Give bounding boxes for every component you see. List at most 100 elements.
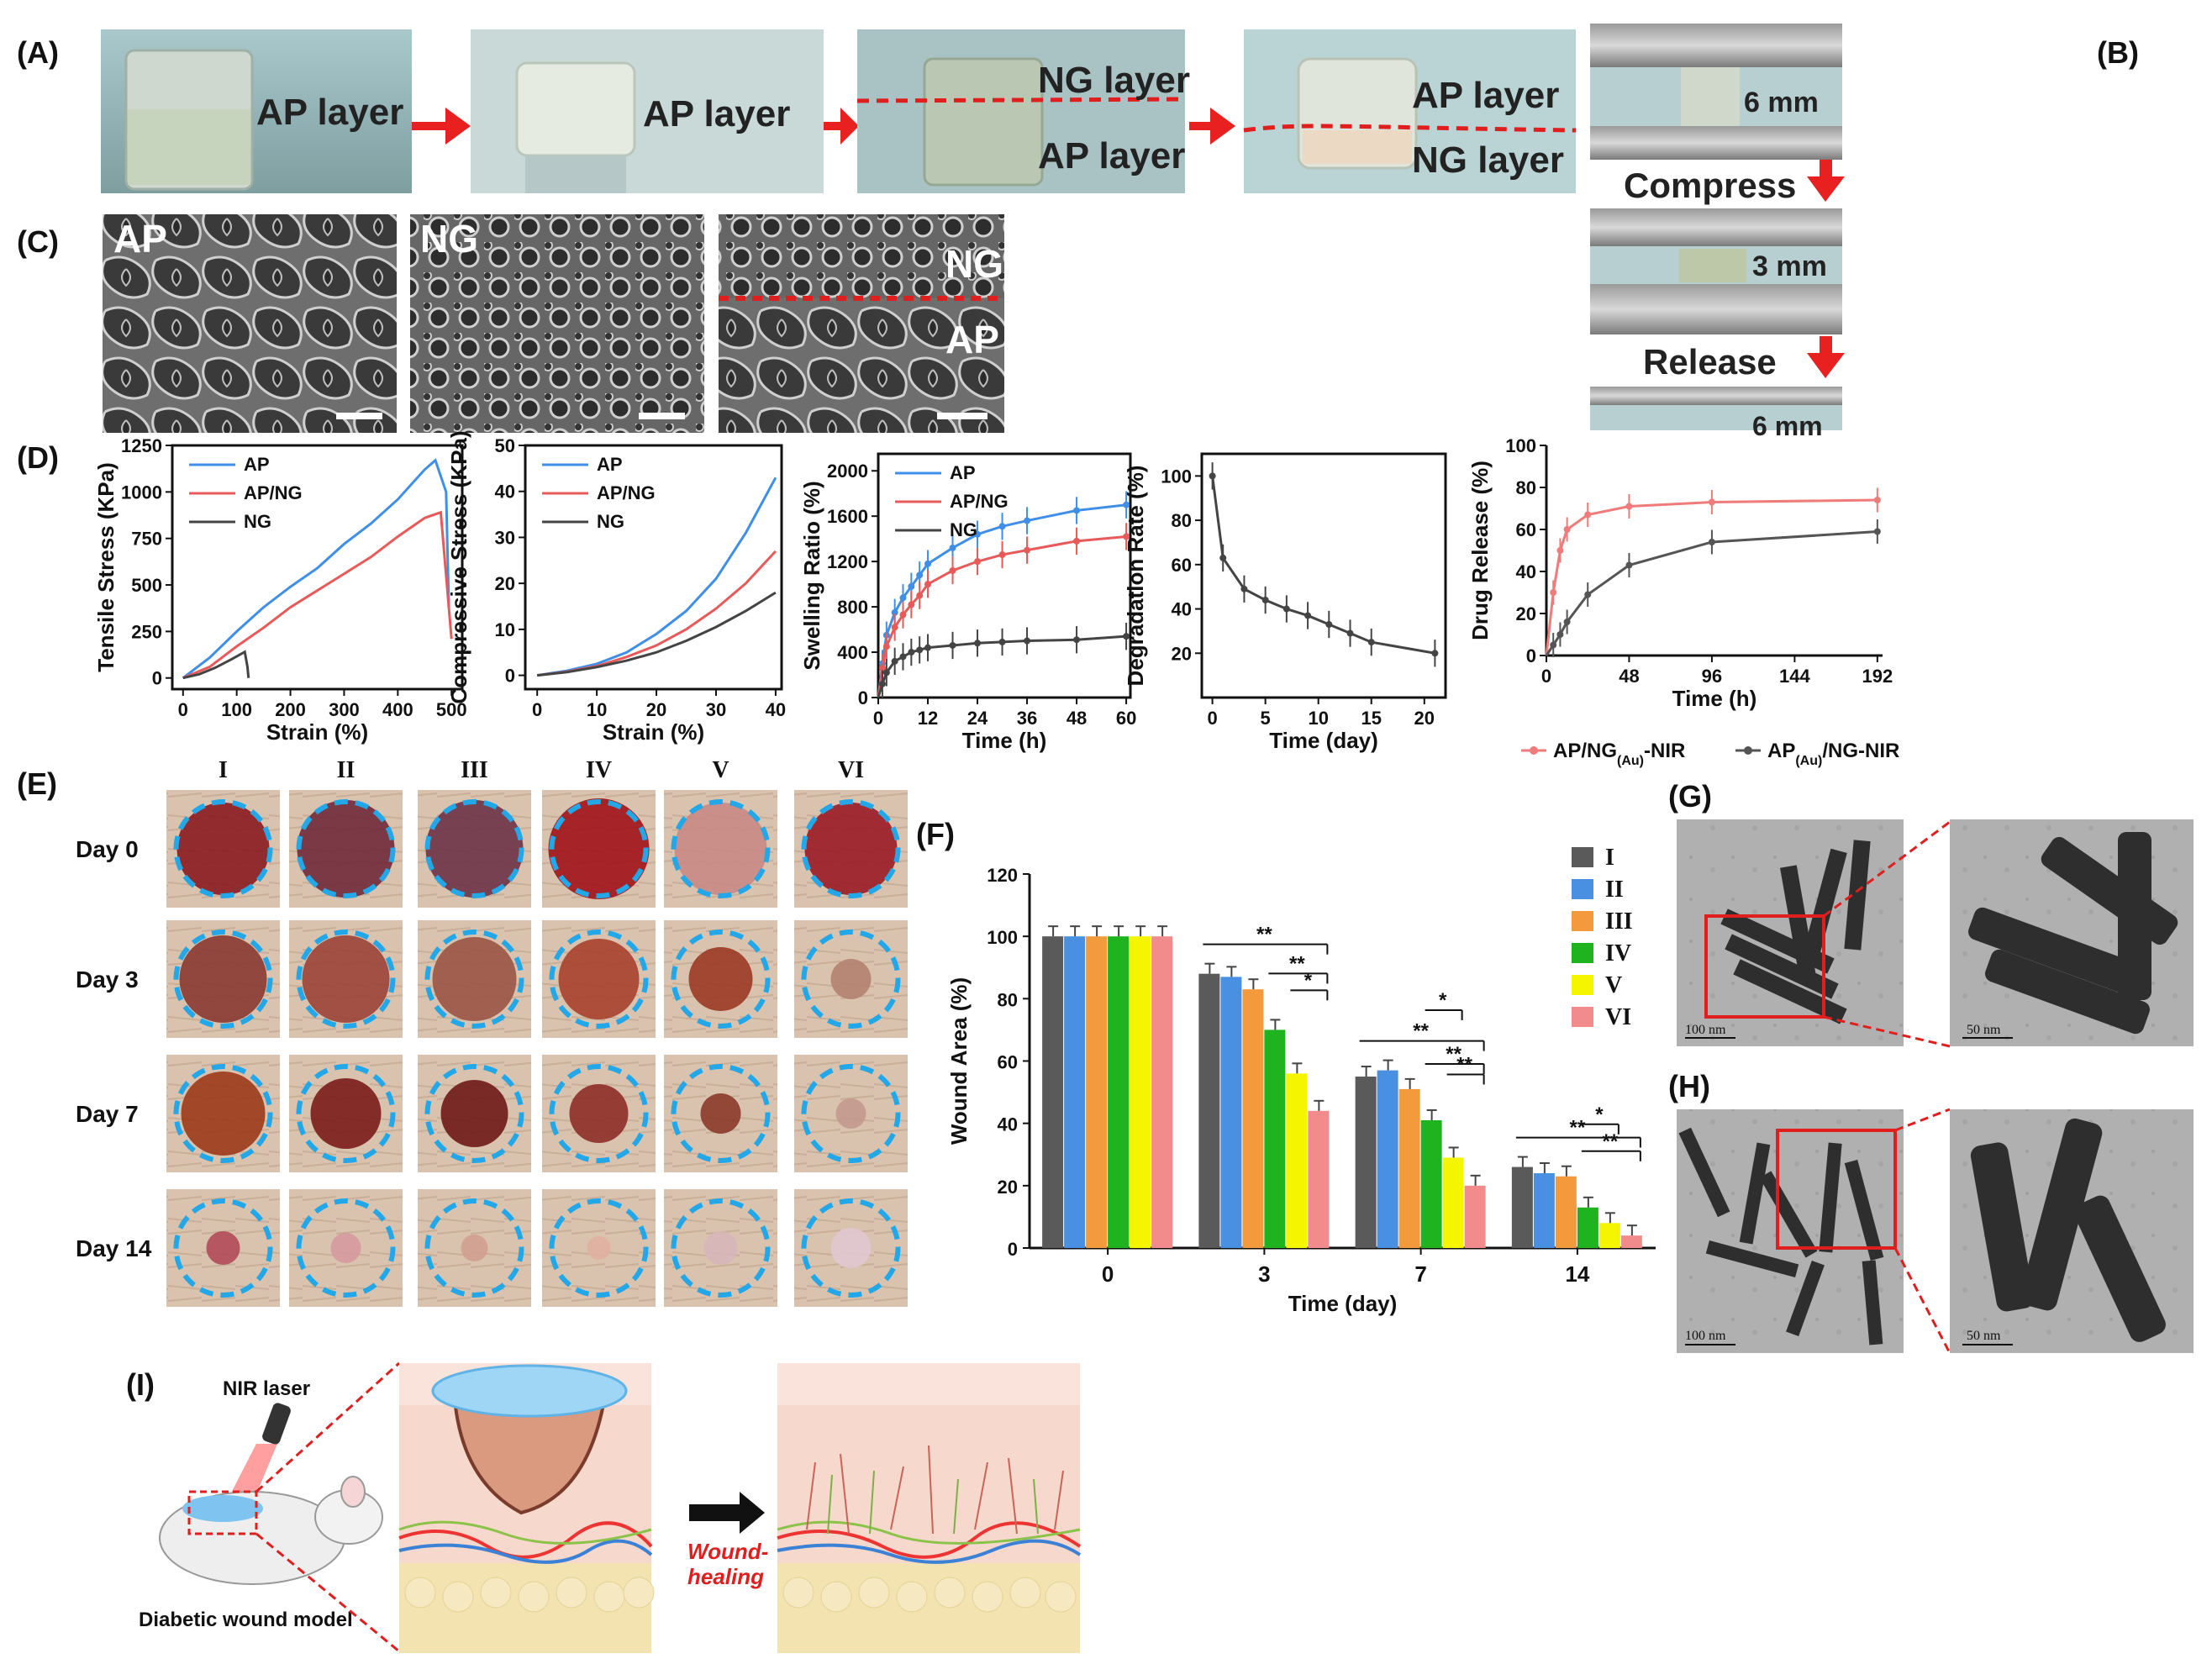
group-label-6: VI bbox=[838, 757, 864, 783]
panel-h-tem: 100 nm 50 nm bbox=[1677, 1108, 2194, 1354]
wound-ylabel: Wound Area (%) bbox=[946, 977, 972, 1145]
bar-I-7 bbox=[1355, 1077, 1377, 1248]
swelling-point bbox=[878, 664, 886, 671]
wound-boundary bbox=[671, 929, 771, 1029]
bar-V-3 bbox=[1286, 1073, 1308, 1248]
panel-label-h: (H) bbox=[1668, 1069, 1710, 1103]
wound-tissue bbox=[440, 1080, 508, 1147]
scale-g-right: 50 nm bbox=[1967, 1023, 2001, 1037]
gap-label-3: 6 mm bbox=[1752, 411, 1823, 441]
swelling-ytick-label: 400 bbox=[837, 642, 868, 663]
tensile-ytick-label: 500 bbox=[131, 575, 162, 596]
release-point bbox=[1550, 641, 1557, 649]
degradation-xtick-label: 20 bbox=[1414, 708, 1435, 729]
sig-marker: ** bbox=[1446, 1043, 1462, 1066]
swelling-point bbox=[899, 594, 907, 602]
swelling-series-1 bbox=[877, 534, 1127, 698]
wound-photo bbox=[418, 1055, 531, 1172]
wound-boundary bbox=[549, 1198, 649, 1298]
wound-tissue bbox=[302, 935, 390, 1023]
swelling-legend-label: AP/NG bbox=[950, 491, 1009, 512]
wound-tissue bbox=[179, 935, 267, 1023]
wound-ytick-label: 120 bbox=[987, 865, 1018, 886]
degradation-point bbox=[1431, 650, 1439, 657]
wound-boundary bbox=[801, 929, 901, 1029]
degradation-ytick-label: 100 bbox=[1161, 466, 1192, 487]
sig-marker: ** bbox=[1603, 1130, 1619, 1153]
wound-boundary bbox=[173, 929, 273, 1029]
swelling-point bbox=[949, 641, 956, 649]
compressive-xtick-label: 10 bbox=[587, 699, 607, 720]
arrow-a3 bbox=[1189, 108, 1235, 145]
release-xlabel: Time (h) bbox=[1672, 686, 1757, 711]
wound-xtick-label: 7 bbox=[1414, 1261, 1426, 1287]
wound-boundary bbox=[173, 799, 273, 898]
tensile-series-2 bbox=[182, 650, 250, 680]
sig-marker: * bbox=[1439, 989, 1447, 1012]
degradation-series-0 bbox=[1211, 476, 1435, 655]
compressive-ytick-label: 40 bbox=[495, 482, 515, 503]
wound-xtick-label: 14 bbox=[1565, 1261, 1589, 1287]
release-ytick-label: 0 bbox=[1526, 645, 1536, 666]
compressive-legend-label: NG bbox=[597, 511, 624, 532]
release-point bbox=[1550, 589, 1557, 596]
bar-I-14 bbox=[1511, 1166, 1533, 1248]
swelling-series-0 bbox=[877, 503, 1127, 698]
wound-boundary bbox=[801, 1198, 901, 1298]
release-point bbox=[1873, 497, 1881, 503]
swelling-point bbox=[974, 558, 982, 566]
wound-tissue bbox=[297, 800, 395, 898]
wound-photo bbox=[166, 1055, 280, 1172]
release-legend: AP/NG(Au)-NIR AP(Au)/NG-NIR bbox=[1521, 740, 1899, 768]
panel-b-compression: 6 mm Compress 3 mm Release 6 mm bbox=[1590, 24, 1845, 441]
wound-photo bbox=[166, 920, 280, 1038]
wound-boundary bbox=[296, 929, 396, 1029]
wound-photo bbox=[664, 1055, 777, 1172]
release-ylabel: Drug Release (%) bbox=[1467, 461, 1493, 640]
compress-label: Compress bbox=[1624, 166, 1796, 205]
panel-label-d: (D) bbox=[17, 440, 59, 475]
panel-label-c: (C) bbox=[17, 224, 59, 259]
bar-III-7 bbox=[1398, 1088, 1420, 1248]
bar-II-7 bbox=[1377, 1070, 1398, 1248]
degradation-xtick-label: 10 bbox=[1308, 708, 1328, 729]
legend-marker-release-gray bbox=[1744, 746, 1752, 755]
degradation-point bbox=[1304, 612, 1312, 619]
tensile-legend-label: AP/NG bbox=[244, 482, 303, 503]
sig-marker: ** bbox=[1570, 1117, 1586, 1140]
photo-a3-top-label: NG layer bbox=[1038, 60, 1190, 101]
wound-tissue bbox=[804, 803, 898, 895]
wound-boundary bbox=[296, 799, 396, 898]
wound-ytick-label: 20 bbox=[998, 1177, 1018, 1198]
bar-VI-3 bbox=[1308, 1110, 1330, 1248]
wound-boundary bbox=[296, 1064, 396, 1163]
swelling-frame bbox=[877, 452, 1132, 699]
day-label-1: Day 3 bbox=[76, 966, 139, 993]
wound-photo bbox=[418, 920, 531, 1038]
photo-a4-bottom-label: NG layer bbox=[1412, 140, 1564, 181]
wound-tissue bbox=[206, 1231, 240, 1265]
wound-legend-swatch bbox=[1572, 975, 1593, 995]
swelling-ytick-label: 800 bbox=[837, 597, 868, 618]
wound-tissue bbox=[330, 1233, 361, 1263]
degradation-xtick-label: 5 bbox=[1261, 708, 1271, 729]
swelling-point bbox=[891, 624, 898, 631]
wound-xlabel: Time (day) bbox=[1288, 1291, 1398, 1316]
wound-legend-label: VI bbox=[1605, 1004, 1631, 1030]
photo-a4: AP layer NG layer bbox=[1243, 29, 1577, 193]
wound-tissue bbox=[181, 1072, 266, 1156]
wound-legend-swatch bbox=[1572, 943, 1593, 963]
release-point bbox=[1563, 526, 1571, 533]
compressive-xtick-label: 20 bbox=[646, 699, 666, 720]
compressive-legend-label: AP/NG bbox=[597, 482, 656, 503]
release-point bbox=[1556, 631, 1564, 638]
day-label-2: Day 7 bbox=[76, 1101, 139, 1127]
release-arrow bbox=[1807, 336, 1845, 378]
tensile-xlabel: Strain (%) bbox=[266, 719, 368, 745]
release-xtick-label: 144 bbox=[1779, 666, 1810, 687]
sig-marker: ** bbox=[1256, 924, 1272, 946]
wound-photo bbox=[166, 1189, 280, 1307]
release-ytick-label: 40 bbox=[1516, 561, 1536, 582]
panel-a-photos: AP layer AP layer NG layer AP layer AP l… bbox=[101, 29, 1577, 193]
